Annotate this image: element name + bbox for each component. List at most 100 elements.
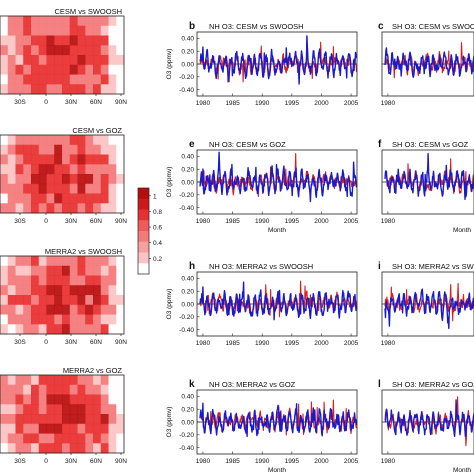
panel-title: NH O3: MERRA2 vs SWOOSH: [209, 262, 313, 271]
heatmap-cell: [31, 164, 40, 175]
heatmap-cell: [23, 25, 32, 36]
xtick-label: 1980: [381, 218, 396, 225]
heatmap-cell: [77, 394, 86, 405]
heatmap-cell: [85, 265, 94, 276]
heatmap-cell: [116, 443, 125, 454]
heatmap-cell: [62, 135, 71, 146]
heatmap-cell: [100, 84, 109, 95]
ytick-label: 0.40: [181, 36, 194, 43]
heatmap-cell: [77, 183, 86, 194]
heatmap-cell: [7, 375, 16, 386]
heatmap-cell: [93, 74, 102, 85]
heatmap-cell: [38, 193, 47, 204]
heatmap-cell: [31, 25, 40, 36]
heatmap-cell: [0, 164, 9, 175]
colorbar-tick-label: 1: [153, 193, 157, 200]
heatmap-cell: [7, 183, 16, 194]
heatmap-cell: [15, 404, 24, 415]
heatmap-cell: [108, 25, 117, 36]
ytick-label: -0.20: [179, 74, 194, 81]
heatmap-cell: [62, 404, 71, 415]
heatmap-cell: [54, 174, 63, 185]
heatmap-xtick-label: 30N: [65, 99, 77, 106]
xtick-label: 1980: [196, 218, 211, 225]
heatmap-cell: [0, 384, 9, 395]
heatmap-cell: [54, 74, 63, 85]
heatmap-cell: [54, 295, 63, 306]
heatmap-cell: [7, 394, 16, 405]
heatmap-title: MERRA2 vs GOZ: [63, 366, 123, 375]
series-line-blue: [384, 153, 474, 200]
heatmap-cell: [7, 414, 16, 425]
heatmap-cell: [77, 193, 86, 204]
heatmap-cell: [108, 183, 117, 194]
heatmap-cell: [31, 183, 40, 194]
heatmap-cell: [15, 394, 24, 405]
heatmap-cell: [93, 324, 102, 335]
heatmap-cell: [46, 433, 55, 444]
heatmap-cell: [62, 74, 71, 85]
heatmap-xtick-label: 30S: [14, 218, 26, 225]
heatmap-cell: [38, 275, 47, 286]
heatmap-cell: [108, 256, 117, 267]
heatmap-cell: [46, 154, 55, 165]
heatmap-cell: [46, 394, 55, 405]
heatmap-cell: [0, 183, 9, 194]
line-panel-b: b NH O3: CESM vs SWOOSH 0.40 0.20 0.00 -0.20 -…: [166, 21, 359, 107]
heatmap-cell: [77, 35, 86, 46]
heatmap-cell: [69, 304, 78, 315]
heatmap-cell: [54, 193, 63, 204]
heatmap-cell: [116, 154, 125, 165]
heatmap-cell: [15, 144, 24, 155]
heatmap-cell: [54, 394, 63, 405]
series-line-blue: [199, 281, 357, 321]
heatmap-cell: [93, 433, 102, 444]
heatmap-cell: [0, 314, 9, 325]
heatmap-cell: [38, 314, 47, 325]
heatmap-cell: [54, 16, 63, 27]
heatmap-cell: [15, 35, 24, 46]
panel-letter: i: [378, 261, 381, 272]
heatmap-cell: [62, 203, 71, 214]
heatmap-cell: [108, 74, 117, 85]
heatmap-cell: [85, 275, 94, 286]
heatmap-cell: [85, 183, 94, 194]
heatmap-title: CESM vs SWOOSH: [54, 7, 122, 16]
heatmap-cell: [85, 203, 94, 214]
heatmap-cell: [38, 414, 47, 425]
heatmap-cell: [0, 443, 9, 454]
heatmap-cell: [62, 154, 71, 165]
heatmap-cell: [116, 384, 125, 395]
colorbar-tick-label: 0.6: [153, 225, 162, 232]
heatmap-cell: [38, 154, 47, 165]
colorbar-frame: [137, 187, 150, 275]
heatmap-cell: [0, 423, 9, 434]
heatmap-cell: [38, 384, 47, 395]
heatmap-cell: [7, 45, 16, 56]
heatmap-cell: [69, 265, 78, 276]
heatmap-cell: [62, 433, 71, 444]
heatmap-cell: [38, 433, 47, 444]
heatmap-cell: [69, 35, 78, 46]
heatmap-cell: [93, 84, 102, 95]
heatmap-cell: [62, 193, 71, 204]
heatmap-cell: [108, 45, 117, 56]
heatmap-cell: [46, 135, 55, 146]
heatmap-cell: [46, 256, 55, 267]
panel-letter: k: [189, 379, 195, 390]
heatmap-cell: [69, 256, 78, 267]
heatmap-cell: [77, 135, 86, 146]
heatmap-cell: [46, 414, 55, 425]
heatmap-cell: [108, 16, 117, 27]
heatmap-cell: [46, 265, 55, 276]
heatmap-cell: [31, 154, 40, 165]
heatmap-cell: [108, 64, 117, 75]
colorbar-swatch: [138, 241, 149, 253]
heatmap-cell: [93, 55, 102, 66]
heatmap-cell: [100, 154, 109, 165]
heatmap-xtick-label: 30N: [65, 458, 77, 465]
xtick-label: 1990: [255, 458, 270, 465]
ytick-label: 0.20: [181, 289, 194, 296]
heatmap-cell: [7, 84, 16, 95]
